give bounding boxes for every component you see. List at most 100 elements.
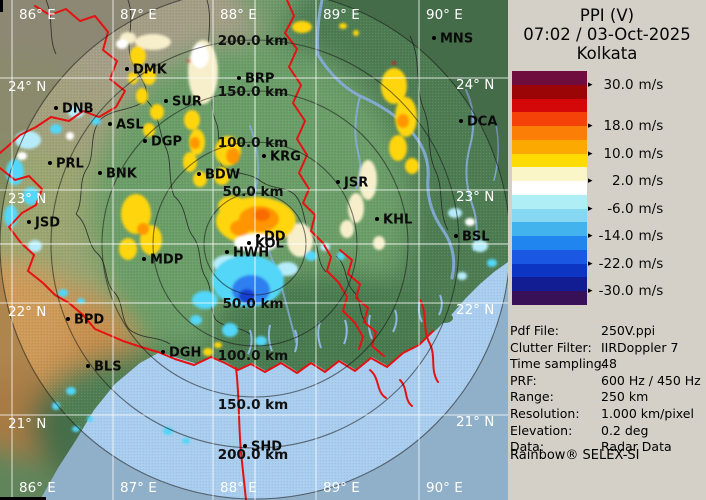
info-row: Resolution: 1.000 km/pixel [510, 406, 704, 423]
city-label-HWH: HWH [233, 246, 269, 261]
lon-label-top: 86° E [19, 7, 56, 23]
city-dot-DCA [459, 119, 463, 123]
city-dot-KHL [375, 217, 379, 221]
info-value: 250 km [601, 389, 649, 405]
info-value: 1.000 km/pixel [601, 405, 694, 421]
legend-label-30.0: ▸ 30.0 m/s [588, 76, 664, 93]
legend-arrow-icon: ▸ [588, 231, 593, 242]
city-markers: MNS DMK BRP SUR DNB DCA ASL DGP KRG PRL BNK BDW JSR K… [27, 32, 497, 455]
city-label-KOL: KOL [255, 237, 284, 252]
city-dot-MDP [142, 257, 146, 261]
city-label-PRL: PRL [56, 157, 84, 172]
info-panel: PPI (V) 07:02 / 03-Oct-2025 Kolkata ▸ 30.… [508, 0, 706, 500]
product-title: PPI (V) [579, 6, 635, 25]
legend-arrow-icon: ▸ [588, 148, 593, 159]
legend-label-10.0: ▸ 10.0 m/s [588, 145, 664, 162]
legend-arrow-icon: ▸ [588, 176, 593, 187]
info-value: 600 Hz / 450 Hz [601, 372, 701, 388]
lat-label-left: 24° N [8, 79, 46, 95]
city-label-KHL: KHL [383, 213, 412, 228]
info-value: 0.2 deg [601, 422, 649, 438]
colorbar-band-7 [512, 167, 587, 181]
legend-label--22.0: ▸ -22.0 m/s [588, 255, 664, 272]
lon-label-bottom: 89° E [323, 480, 360, 496]
station-name: Kolkata [576, 44, 638, 63]
colorbar-band-4 [512, 126, 587, 140]
title-block: PPI (V) 07:02 / 03-Oct-2025 Kolkata [508, 6, 706, 63]
info-value: 250V.ppi [601, 323, 656, 338]
info-label: Range: [510, 389, 554, 405]
ring-distance-label: 50.0 km [222, 296, 283, 312]
echo-red-dots [187, 59, 396, 65]
latlon-grid [0, 0, 508, 500]
legend-label-18.0: ▸ 18.0 m/s [588, 118, 664, 135]
echo-deep-blue [239, 289, 255, 303]
lon-label-bottom: 86° E [19, 480, 56, 496]
city-label-KRG: KRG [270, 150, 301, 165]
city-dot-SUR [164, 99, 168, 103]
colorbar-band-16 [512, 291, 587, 305]
state-borders [0, 0, 439, 500]
info-row: Time sampling: 48 [510, 356, 704, 373]
lon-label-bottom: 87° E [120, 480, 157, 496]
city-dot-SHD [243, 444, 247, 448]
info-label: Pdf File: [510, 323, 559, 338]
info-label: PRF: [510, 372, 537, 388]
ring-distance-label: 100.0 km [218, 348, 288, 364]
lon-label-top: 90° E [426, 7, 463, 23]
city-label-BLS: BLS [94, 360, 122, 375]
city-dot-KOL [247, 241, 251, 245]
colorbar-band-14 [512, 263, 587, 278]
lat-label-left: 21° N [8, 416, 46, 432]
lat-label-right: 23° N [456, 189, 494, 205]
ring-distance-label: 100.0 km [218, 135, 288, 151]
frame-mark-top [0, 0, 3, 12]
city-label-MNS: MNS [440, 32, 473, 47]
coordinate-labels: 86° E 86° E 87° E 87° E 88° E 88° E 89° E 89° E… [8, 7, 494, 496]
city-label-DCA: DCA [467, 115, 497, 130]
city-label-BSL: BSL [462, 230, 490, 245]
city-dot-BRP [237, 76, 241, 80]
city-dot-BNK [98, 171, 102, 175]
info-row: Elevation: 0.2 deg [510, 423, 704, 440]
legend-arrow-icon: ▸ [588, 286, 593, 297]
city-label-SHD: SHD [251, 440, 282, 455]
legend-label--6.0: ▸ -6.0 m/s [588, 200, 664, 217]
colorbar-band-13 [512, 249, 587, 264]
colorbar-band-15 [512, 277, 587, 291]
colorbar-band-8 [512, 181, 587, 195]
info-row: Range: 250 km [510, 389, 704, 406]
echo-strong-orange [254, 209, 270, 221]
info-label: Clutter Filter: [510, 339, 592, 355]
range-ring-labels: 200.0 km 150.0 km 100.0 km 50.0 km 50.0 km 10… [218, 33, 288, 463]
city-dot-JSD [27, 220, 31, 224]
velocity-colorbar [512, 71, 587, 305]
city-dot-JSR [336, 180, 340, 184]
lon-label-bottom: 90° E [426, 480, 463, 496]
city-label-ASL: ASL [116, 118, 144, 133]
city-label-BDW: BDW [205, 168, 240, 183]
city-label-DGH: DGH [169, 346, 201, 361]
info-value: 48 [601, 356, 617, 372]
info-row: Pdf File: 250V.ppi [510, 323, 704, 340]
city-label-JSR: JSR [343, 176, 368, 191]
colorbar-band-12 [512, 236, 587, 250]
lat-label-right: 24° N [456, 77, 494, 93]
legend-arrow-icon: ▸ [588, 121, 593, 132]
ring-distance-label: 200.0 km [218, 447, 288, 463]
radar-map-canvas: 200.0 km 150.0 km 100.0 km 50.0 km 50.0 km 10… [0, 0, 645, 500]
legend-arrow-icon: ▸ [588, 79, 593, 90]
colorbar-band-9 [512, 194, 587, 209]
colorbar-band-11 [512, 222, 587, 236]
city-dot-BDW [197, 172, 201, 176]
info-row: Data: Radar Data [510, 439, 704, 456]
colorbar-band-0 [512, 71, 587, 85]
ring-distance-label: 150.0 km [218, 397, 288, 413]
frame-mark-bottom [0, 497, 46, 500]
legend-arrow-icon: ▸ [588, 258, 593, 269]
info-label: Data: [510, 439, 545, 455]
lat-label-left: 22° N [8, 304, 46, 320]
city-dot-ASL [108, 122, 112, 126]
colorbar-band-6 [512, 153, 587, 168]
colorbar-band-5 [512, 139, 587, 154]
